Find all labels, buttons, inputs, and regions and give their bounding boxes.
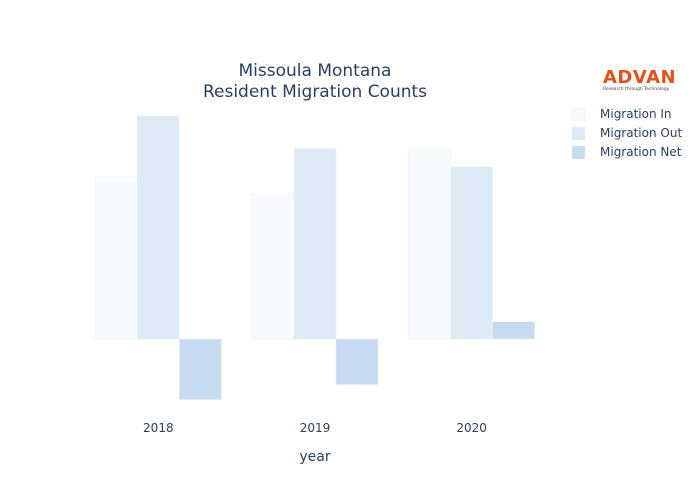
x-tick-label-2019: 2019 <box>300 421 331 435</box>
advan-logo: ADVAN Research through Technology <box>603 67 676 92</box>
bar-migration-out-2019 <box>293 148 337 340</box>
bar-migration-net-2018 <box>179 338 222 400</box>
bars-layer <box>95 115 535 400</box>
advan-logo-tagline: Research through Technology <box>603 86 670 92</box>
legend-label-migration-in[interactable]: Migration In <box>600 107 672 121</box>
legend: Migration In Migration Out Migration Net <box>571 107 682 160</box>
legend-swatch-migration-net[interactable] <box>571 145 586 160</box>
legend-label-migration-out[interactable]: Migration Out <box>600 126 682 140</box>
bar-migration-out-2020 <box>450 166 493 340</box>
bar-migration-in-2018 <box>95 176 138 340</box>
bar-migration-in-2019 <box>251 193 295 340</box>
x-tick-labels: 2018 2019 2020 <box>143 421 487 435</box>
bar-migration-in-2020 <box>408 149 451 340</box>
bar-migration-net-2019 <box>335 338 379 385</box>
chart-title-line-1: Missoula Montana <box>239 61 392 81</box>
x-axis-title: year <box>299 449 330 465</box>
advan-logo-wordmark: ADVAN <box>603 67 676 88</box>
chart-title-line-2: Resident Migration Counts <box>203 82 427 102</box>
legend-label-migration-net[interactable]: Migration Net <box>600 145 682 159</box>
x-tick-label-2018: 2018 <box>143 421 174 435</box>
x-tick-label-2020: 2020 <box>456 421 487 435</box>
bar-migration-net-2020 <box>492 321 535 340</box>
legend-swatch-migration-in[interactable] <box>571 107 586 122</box>
bar-migration-out-2018 <box>137 115 180 340</box>
legend-swatch-migration-out[interactable] <box>571 126 586 141</box>
